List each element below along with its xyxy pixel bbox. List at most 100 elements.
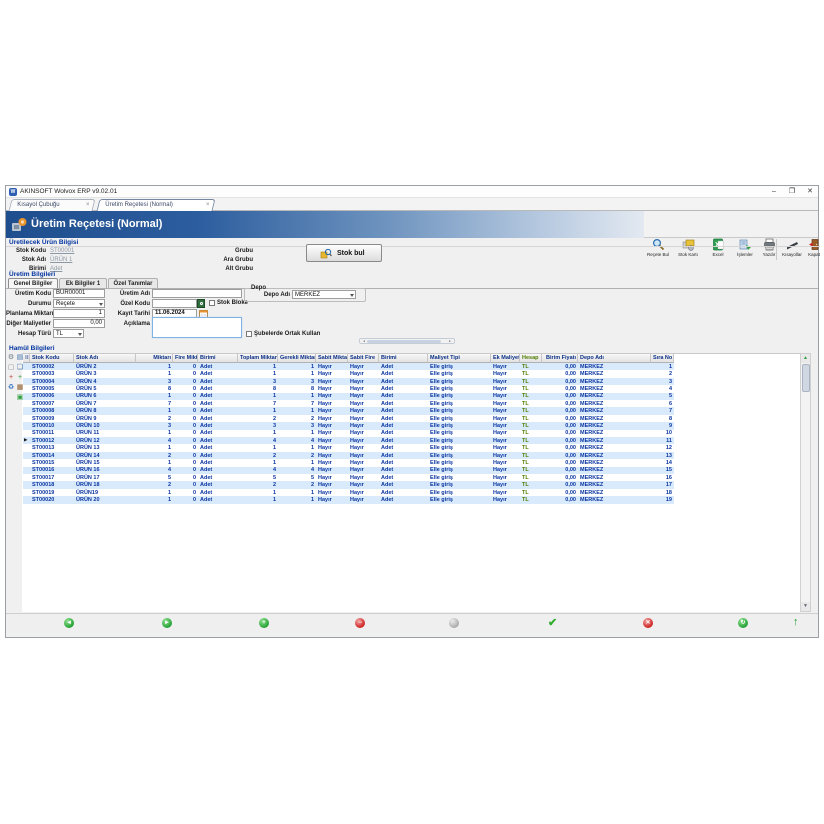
table-cell[interactable]: 12	[665, 445, 672, 452]
table-cell[interactable]: Hayır	[318, 371, 332, 378]
tab-ozel-tanimlar[interactable]: Özel Tanımlar	[108, 278, 158, 288]
table-cell[interactable]: Elle giriş	[430, 445, 453, 452]
table-cell[interactable]: ÜRÜN 14	[76, 452, 100, 459]
table-cell[interactable]: Adet	[200, 459, 213, 466]
table-cell[interactable]: 0	[192, 467, 196, 474]
table-cell[interactable]: Adet	[200, 489, 213, 496]
table-cell[interactable]: Hayır	[318, 496, 332, 503]
table-cell[interactable]: TL	[522, 452, 529, 459]
table-cell[interactable]: Adet	[381, 378, 394, 385]
table-cell[interactable]: Hayır	[493, 385, 507, 392]
table-cell[interactable]: Elle giriş	[430, 430, 453, 437]
table-cell[interactable]: 1	[272, 489, 276, 496]
stok-bloke-checkbox[interactable]	[209, 300, 215, 306]
table-cell[interactable]: 0,00	[565, 467, 576, 474]
scroll-left-icon[interactable]: ◄	[362, 339, 366, 343]
table-cell[interactable]: TL	[522, 474, 529, 481]
table-row[interactable]: ST00015 ÜRÜN 15 1 0 Adet 1 1 Hayır Hayır Adet Elle…	[23, 459, 674, 466]
table-cell[interactable]: 1	[167, 393, 171, 400]
table-cell[interactable]: ÜRÜN 4	[76, 378, 97, 385]
table-cell[interactable]: 0,00	[565, 430, 576, 437]
table-cell[interactable]: Adet	[381, 422, 394, 429]
column-header-4[interactable]: Fire Miktarı	[173, 354, 198, 363]
table-cell[interactable]: Hayır	[350, 371, 364, 378]
table-cell[interactable]: 0	[192, 482, 196, 489]
table-cell[interactable]: 0,00	[565, 422, 576, 429]
table-cell[interactable]: ST00006	[32, 393, 55, 400]
table-cell[interactable]: 0	[192, 489, 196, 496]
table-cell[interactable]: 0,00	[565, 482, 576, 489]
table-row[interactable]: ST00019 ÜRÜN19 1 0 Adet 1 1 Hayır Hayır Adet Elle …	[23, 489, 674, 496]
table-cell[interactable]: 0	[192, 385, 196, 392]
scroll-right-icon[interactable]: ►	[448, 339, 452, 343]
table-cell[interactable]: 7	[272, 400, 276, 407]
table-row[interactable]: ST00017 ÜRÜN 17 5 0 Adet 5 5 Hayır Hayır Adet Elle…	[23, 474, 674, 481]
table-cell[interactable]: Hayır	[318, 474, 332, 481]
table-cell[interactable]: Hayır	[493, 363, 507, 370]
table-cell[interactable]: Elle giriş	[430, 489, 453, 496]
table-cell[interactable]: Hayır	[493, 415, 507, 422]
table-cell[interactable]: Adet	[381, 445, 394, 452]
table-cell[interactable]: MERKEZ	[580, 459, 604, 466]
table-cell[interactable]: TL	[522, 371, 529, 378]
tab-close-icon[interactable]: ×	[206, 202, 210, 208]
table-cell[interactable]: Hayır	[493, 489, 507, 496]
table-cell[interactable]: Elle giriş	[430, 385, 453, 392]
table-cell[interactable]: Hayır	[318, 459, 332, 466]
column-header-8[interactable]: Sabit Miktar	[316, 354, 348, 363]
table-cell[interactable]: ÜRÜN 18	[76, 482, 100, 489]
table-cell[interactable]: Elle giriş	[430, 415, 453, 422]
table-cell[interactable]: 0	[192, 378, 196, 385]
table-cell[interactable]: TL	[522, 482, 529, 489]
table-cell[interactable]: 1	[310, 496, 314, 503]
table-cell[interactable]: 0	[192, 437, 196, 444]
table-cell[interactable]: 0,00	[565, 378, 576, 385]
table-cell[interactable]: MERKEZ	[580, 437, 604, 444]
table-cell[interactable]: Elle giriş	[430, 363, 453, 370]
delete-record-button[interactable]: −	[355, 618, 365, 628]
delete-row-icon[interactable]: +	[8, 374, 14, 381]
table-cell[interactable]: 0,00	[565, 408, 576, 415]
table-cell[interactable]: 1	[272, 430, 276, 437]
table-cell[interactable]: Hayır	[350, 474, 364, 481]
table-cell[interactable]: 0,00	[565, 385, 576, 392]
table-cell[interactable]: TL	[522, 400, 529, 407]
table-cell[interactable]: Elle giriş	[430, 422, 453, 429]
table-cell[interactable]: Adet	[381, 408, 394, 415]
table-cell[interactable]: 7	[310, 400, 314, 407]
table-cell[interactable]: 0,00	[565, 445, 576, 452]
durumu-select[interactable]: Reçete	[53, 299, 105, 308]
table-cell[interactable]: ÜRÜN 8	[76, 408, 97, 415]
table-cell[interactable]: 1	[310, 459, 314, 466]
table-cell[interactable]: 0,00	[565, 363, 576, 370]
recycle-icon[interactable]: ♻	[7, 384, 15, 391]
table-cell[interactable]: 0	[192, 474, 196, 481]
table-cell[interactable]: ST00004	[32, 378, 55, 385]
yazdir-button[interactable]: Yazdır	[755, 237, 783, 262]
table-cell[interactable]: 1	[167, 459, 171, 466]
table-cell[interactable]: ÜRÜN 2	[76, 363, 97, 370]
table-cell[interactable]: MERKEZ	[580, 496, 604, 503]
table-cell[interactable]: Hayır	[318, 378, 332, 385]
table-cell[interactable]: Elle giriş	[430, 371, 453, 378]
table-cell[interactable]: 0,00	[565, 437, 576, 444]
minimize-button[interactable]: –	[772, 188, 776, 195]
ozel-kodu-lookup-button[interactable]	[197, 299, 205, 308]
column-header-12[interactable]: Ek Maliyet	[491, 354, 520, 363]
birimi-value[interactable]: Adet	[50, 266, 63, 272]
trash-icon[interactable]: ▦	[16, 384, 24, 391]
table-cell[interactable]: TL	[522, 422, 529, 429]
table-row[interactable]: ST00016 ÜRÜN 16 4 0 Adet 4 4 Hayır Hayır Adet Elle…	[23, 466, 674, 474]
refresh-button[interactable]: ↻	[738, 618, 748, 628]
insert-record-button[interactable]: +	[259, 618, 269, 628]
table-cell[interactable]: ÜRÜN 20	[76, 496, 100, 503]
table-cell[interactable]: 4	[272, 467, 276, 474]
table-cell[interactable]: 2	[310, 415, 314, 422]
confirm-button[interactable]: ✔	[548, 617, 558, 629]
table-cell[interactable]: 0,00	[565, 400, 576, 407]
table-cell[interactable]: 0	[192, 445, 196, 452]
table-cell[interactable]: Adet	[200, 430, 213, 437]
table-cell[interactable]: Hayır	[493, 400, 507, 407]
table-cell[interactable]: Hayır	[318, 422, 332, 429]
table-cell[interactable]: Hayır	[493, 482, 507, 489]
